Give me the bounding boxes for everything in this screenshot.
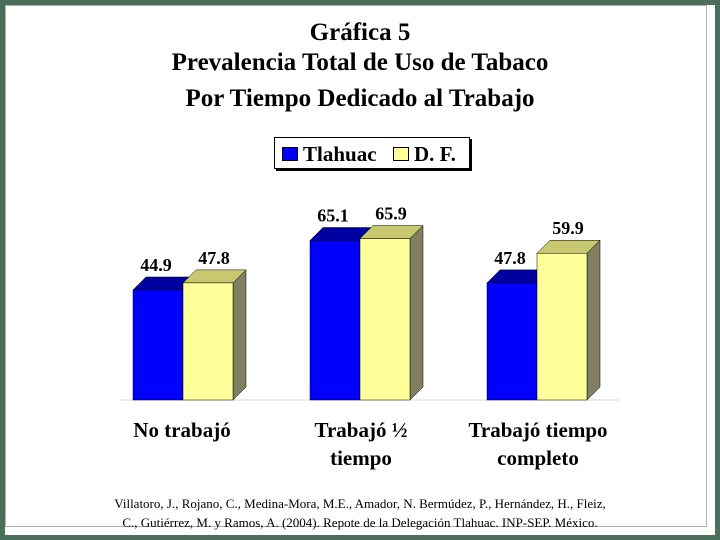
bar-df-0 (182, 282, 234, 401)
source-citation: Villatoro, J., Rojano, C., Medina-Mora, … (0, 494, 720, 532)
category-label-no-trabajo: No trabajó (133, 418, 231, 442)
chart-title-line-1: Gráfica 5 (309, 19, 411, 46)
chart-title-line-3: Por Tiempo Dedicado al Trabajo (185, 85, 535, 112)
legend-label-df: D. F. (414, 142, 456, 166)
category-label-medio-tiempo: Trabajó ½ tiempo (314, 418, 408, 470)
bar-tlahuac-1 (309, 240, 361, 401)
bar-side-1-2 (586, 239, 601, 401)
legend-swatch-tlahuac (282, 147, 298, 161)
legend-label-tlahuac: Tlahuac (303, 142, 377, 166)
source-citation-line-2: C., Gutiérrez, M. y Ramos, A. (2004). Re… (122, 515, 598, 530)
slide-inner-border (5, 5, 707, 527)
bar-side-1-0 (232, 269, 247, 401)
bar-tlahuac-0 (132, 289, 184, 401)
value-label-df-1: 65.9 (375, 204, 407, 224)
bar-side-1-1 (409, 224, 424, 401)
bar-df-1 (359, 238, 411, 401)
value-label-tlahuac-0: 44.9 (140, 255, 172, 275)
chart-title-line-2: Prevalencia Total de Uso de Tabaco (171, 49, 549, 76)
value-label-df-0: 47.8 (198, 248, 230, 268)
category-label-tiempo-completo: Trabajó tiempo completo (468, 418, 608, 470)
value-label-tlahuac-2: 47.8 (494, 248, 526, 268)
value-label-tlahuac-1: 65.1 (317, 206, 349, 226)
bar-df-2 (536, 252, 588, 401)
legend-swatch-df (393, 147, 409, 161)
value-label-df-2: 59.9 (552, 218, 584, 238)
chart-legend: Tlahuac D. F. (274, 137, 470, 169)
bar-tlahuac-2 (486, 282, 538, 401)
source-citation-line-1: Villatoro, J., Rojano, C., Medina-Mora, … (114, 496, 606, 511)
